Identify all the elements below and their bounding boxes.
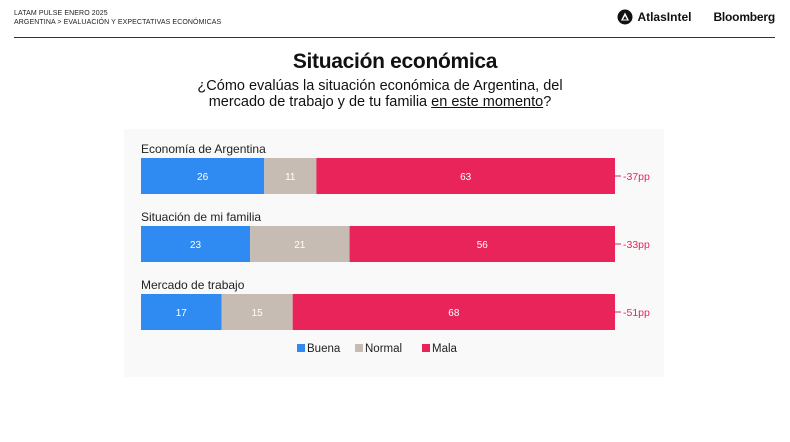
data-label-normal-economia-argentina: 11: [285, 172, 296, 183]
report-header: LATAM PULSE ENERO 2025 ARGENTINA > EVALU…: [14, 9, 221, 27]
chart-panel: Economía de Argentina 26 11 63 -37pp Situació…: [124, 129, 664, 377]
category-label-mercado-trabajo: Mercado de trabajo: [141, 278, 245, 292]
category-label-economia-argentina: Economía de Argentina: [141, 142, 266, 156]
question-text: ¿Cómo evalúas la situación económica de …: [0, 78, 760, 110]
breadcrumb: ARGENTINA > EVALUACIÓN Y EXPECTATIVAS EC…: [14, 19, 222, 26]
category-label-mi-familia: Situación de mi familia: [141, 210, 261, 224]
bar-mala-economia-argentina: [316, 158, 615, 194]
question-emphasis: en este momento: [431, 94, 544, 110]
legend-label-normal: Normal: [365, 343, 402, 355]
data-label-buena-economia-argentina: 26: [197, 172, 209, 183]
legend-label-buena: Buena: [307, 343, 341, 355]
bar-normal-mercado-trabajo: [221, 294, 293, 330]
data-label-normal-mi-familia: 21: [294, 240, 306, 251]
bar-mala-mercado-trabajo: [292, 294, 615, 330]
atlasintel-mark-icon: [617, 9, 633, 25]
net-label-mercado-trabajo: -51pp: [623, 307, 650, 319]
bar-buena-mi-familia: [141, 226, 251, 262]
data-label-buena-mercado-trabajo: 17: [176, 308, 188, 319]
data-label-normal-mercado-trabajo: 15: [252, 308, 264, 319]
bar-normal-economia-argentina: [264, 158, 317, 194]
bloomberg-logo: Bloomberg: [713, 10, 775, 24]
report-name: LATAM PULSE ENERO 2025: [14, 10, 108, 17]
question-line-2: mercado de trabajo y de tu familia en es…: [0, 94, 760, 110]
question-line-1: ¿Cómo evalúas la situación económica de …: [197, 78, 563, 94]
question-line-2-start: mercado de trabajo y de tu familia: [208, 94, 432, 110]
net-label-mi-familia: -33pp: [623, 239, 650, 251]
bar-buena-mercado-trabajo: [141, 294, 222, 330]
data-label-mala-economia-argentina: 63: [460, 172, 472, 183]
stacked-bar-chart: Economía de Argentina 26 11 63 -37pp Situació…: [141, 142, 650, 355]
legend-swatch-normal: [355, 344, 363, 352]
data-label-buena-mi-familia: 23: [190, 240, 202, 251]
bar-mala-mi-familia: [349, 226, 615, 262]
header-divider: [14, 37, 775, 38]
legend-swatch-mala: [422, 344, 430, 352]
atlasintel-logo: AtlasIntel: [617, 9, 691, 25]
legend-swatch-buena: [297, 344, 305, 352]
brand-logos: AtlasIntel Bloomberg: [617, 9, 775, 25]
bar-buena-economia-argentina: [141, 158, 265, 194]
net-label-economia-argentina: -37pp: [623, 171, 650, 183]
data-label-mala-mi-familia: 56: [477, 240, 489, 251]
page-title: Situación económica: [292, 50, 498, 73]
atlasintel-wordmark: AtlasIntel: [637, 10, 692, 24]
question-line-2-end: ?: [543, 94, 552, 110]
bar-normal-mi-familia: [250, 226, 350, 262]
data-label-mala-mercado-trabajo: 68: [448, 308, 460, 319]
legend-label-mala: Mala: [432, 343, 458, 355]
